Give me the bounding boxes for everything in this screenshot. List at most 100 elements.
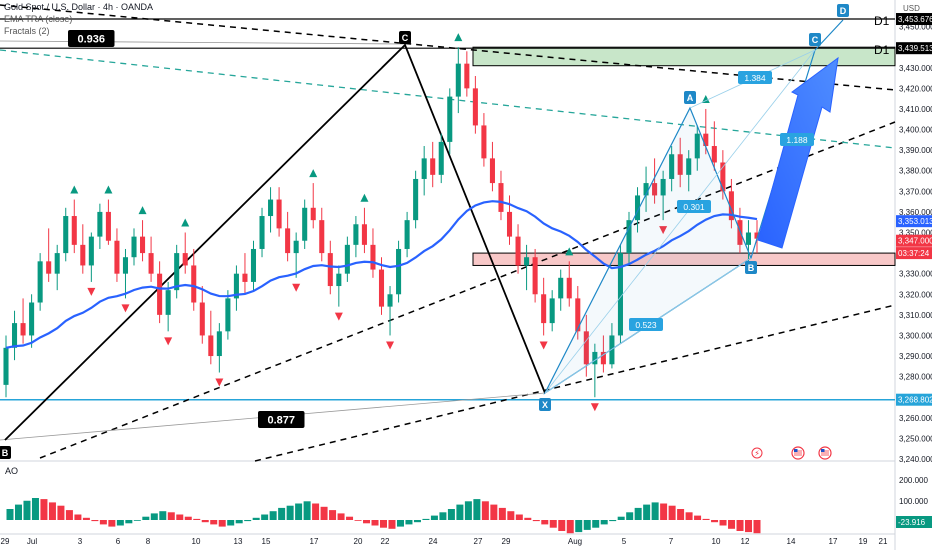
ema-indicator-label[interactable]: EMA TRA (close): [4, 14, 73, 24]
harmonic-ratio-line-xc: [544, 49, 816, 394]
ao-bar: [210, 520, 218, 525]
ao-bar: [320, 506, 328, 520]
x-tick-label: 27: [474, 537, 483, 546]
candle-body: [634, 195, 641, 221]
ao-bar: [592, 520, 600, 528]
ao-bar: [286, 505, 294, 520]
ao-bar: [617, 516, 625, 520]
ao-bar: [329, 510, 337, 520]
ao-bar: [524, 517, 532, 520]
ao-bar: [133, 520, 141, 521]
candle-body: [677, 154, 683, 175]
candle-body: [524, 257, 530, 266]
x-tick-label: 10: [192, 537, 201, 546]
price-tag-current-a: [896, 215, 932, 228]
ema-layer: [5, 200, 758, 349]
x-tick-label: 6: [116, 537, 121, 546]
x-tick-label: 3: [78, 537, 83, 546]
candle-body: [720, 162, 726, 192]
point-label-text-a: A: [687, 93, 694, 103]
point-label-text-d: D: [840, 6, 847, 16]
ratio-badge-1384: [738, 71, 772, 84]
candle-body: [353, 224, 359, 245]
ao-bar: [31, 498, 39, 520]
ao-bar: [549, 520, 557, 528]
point-label-b-right: [745, 261, 757, 274]
candle-body: [319, 220, 325, 254]
price-tag-text-current-a: 3,353.013: [898, 217, 932, 226]
x-tick-label: 8: [146, 537, 151, 546]
fractal-down-marker: [215, 378, 224, 387]
candle-body: [592, 351, 598, 365]
ao-bar: [626, 512, 634, 520]
x-tick-label: 14: [787, 537, 796, 546]
candle-body: [46, 261, 52, 274]
ratio-text-1384: 1.384: [744, 73, 766, 83]
trendlines-layer: [0, 4, 896, 462]
candle-body: [29, 302, 35, 336]
ao-bar: [422, 518, 430, 520]
candle-body: [336, 273, 342, 287]
fractals-indicator-label[interactable]: Fractals (2): [4, 26, 50, 36]
ao-bar: [515, 514, 523, 520]
candle-body: [88, 236, 94, 266]
ratio-text-box: 1.188: [786, 135, 808, 145]
x-tick-label: 20: [354, 537, 363, 546]
x-tick-label: 13: [234, 537, 243, 546]
flash-icon: [751, 447, 763, 459]
ao-bar: [736, 520, 744, 531]
ao-bar: [413, 520, 421, 523]
candle-body: [558, 277, 564, 299]
x-tick-label: 29: [502, 537, 511, 546]
time-axis[interactable]: 29 Jul 3 6 8 10 13 15 17 20 22 24 27 29 Aug 5 7 10 12 14 17 1…: [1, 537, 888, 546]
candle-body: [54, 253, 60, 274]
fractal-down-marker: [334, 312, 343, 321]
point-label-c-right: [809, 33, 821, 46]
y-tick-label: 3,360.000: [899, 208, 932, 217]
ao-bar: [167, 512, 175, 520]
y-tick-label: 3,290.000: [899, 352, 932, 361]
candle-body: [515, 236, 521, 266]
candle-body: [199, 302, 205, 336]
fractal-down-marker: [121, 304, 130, 313]
ao-bar: [481, 501, 489, 520]
y-tick-label: 3,300.000: [899, 331, 932, 340]
x-tick-label: 21: [879, 537, 888, 546]
x-tick-label: 24: [429, 537, 438, 546]
y-tick-label: 3,390.000: [899, 146, 932, 155]
y-tick-label: 3,430.000: [899, 64, 932, 73]
candle-body: [37, 261, 43, 303]
level-label-d1-top: D1: [874, 14, 890, 28]
y-tick-label: 3,240.000: [899, 455, 932, 464]
ao-bar: [74, 514, 82, 520]
candle-body: [703, 133, 709, 147]
ao-bar: [176, 514, 184, 520]
candle-body: [694, 133, 700, 159]
ao-bar: [252, 517, 260, 520]
candle-body: [233, 273, 239, 299]
flash-icon-glyph: ⚡: [754, 449, 760, 458]
ao-pane-label[interactable]: AO: [5, 466, 19, 476]
candle-body: [165, 290, 171, 315]
fib-label-0877: [258, 411, 305, 428]
ao-bar: [6, 509, 14, 520]
ao-bar: [439, 512, 447, 520]
ao-bar: [728, 520, 736, 529]
ao-bar: [456, 504, 464, 520]
ao-bar: [558, 520, 566, 531]
ao-bar: [711, 520, 719, 523]
ao-bar: [125, 520, 133, 524]
harmonic-pattern-layer[interactable]: B C X A B C D 1.384 0.301 0.523 1.188: [0, 4, 849, 459]
candle-body: [157, 273, 163, 315]
projection-arrow: [757, 56, 839, 249]
ao-bar: [430, 515, 438, 520]
symbol-title: Gold Spot / U.S. Dollar · 4h · OANDA: [4, 2, 154, 12]
zones-layer: [472, 46, 896, 266]
point-label-x: [539, 398, 551, 411]
ao-bar: [380, 520, 387, 528]
candles-layer: [3, 47, 760, 398]
fractal-up-marker: [309, 169, 318, 178]
candle-body: [430, 158, 436, 175]
ao-bar: [643, 504, 651, 520]
